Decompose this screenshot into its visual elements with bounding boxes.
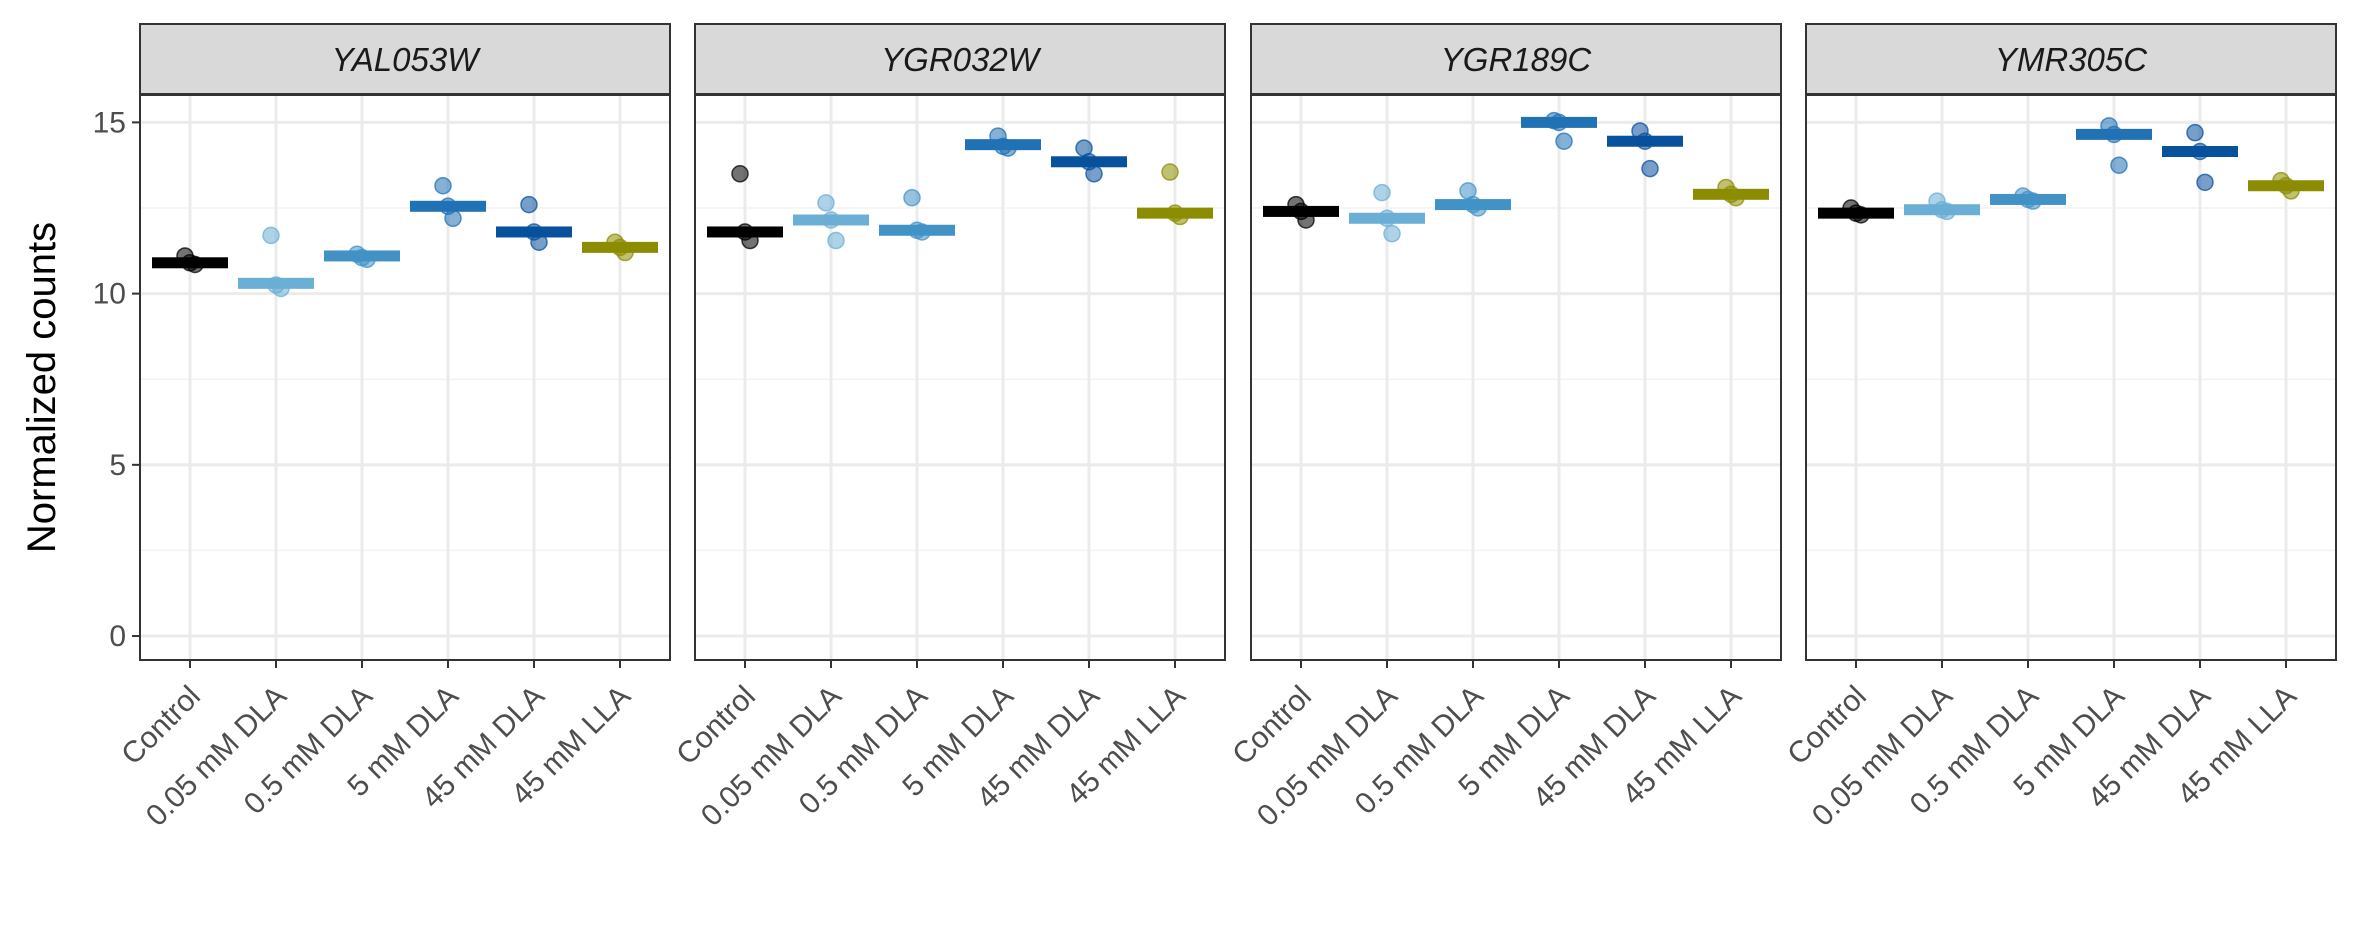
y-axis-label: Normalized counts (20, 222, 64, 553)
data-point (2024, 192, 2042, 210)
facet-title: YMR305C (1995, 41, 2148, 78)
data-point (2191, 142, 2209, 161)
data-point (913, 223, 931, 241)
facet-title: YGR032W (881, 41, 1042, 78)
data-point (1469, 199, 1487, 217)
data-point (1727, 188, 1745, 207)
data-point (1383, 224, 1401, 243)
data-point (1852, 206, 1870, 224)
data-point (1297, 211, 1315, 229)
data-point (530, 233, 548, 251)
plot-background (695, 95, 1225, 660)
data-point (1378, 209, 1396, 228)
data-point (358, 250, 376, 269)
facet-strip (694, 23, 1226, 95)
data-point (1161, 163, 1179, 181)
data-point (444, 209, 462, 228)
panel-border (1805, 94, 2337, 661)
data-point (741, 231, 759, 250)
data-point (2105, 125, 2123, 144)
data-point (999, 139, 1017, 157)
facet-strip (1250, 23, 1782, 95)
panel-border (139, 94, 671, 661)
data-point (827, 231, 845, 250)
data-point (2110, 156, 2128, 174)
facet-strip (1805, 23, 2337, 95)
data-point (1085, 165, 1103, 183)
data-point (822, 211, 840, 229)
data-point (2196, 173, 2214, 192)
data-point (2282, 182, 2300, 200)
data-point (1641, 159, 1659, 178)
data-point (1636, 132, 1654, 150)
data-point (1938, 202, 1956, 221)
facet-title: YGR189C (1441, 41, 1593, 78)
plot-background (140, 95, 670, 660)
data-point (817, 194, 835, 212)
facet-title: YAL053W (332, 41, 482, 78)
data-point (731, 165, 749, 183)
plot-background (1806, 95, 2336, 660)
data-point (186, 255, 204, 274)
data-point (616, 243, 634, 262)
plot-background (1251, 95, 1781, 660)
facet-strip (139, 23, 671, 95)
data-point (262, 226, 280, 245)
panel-border (694, 94, 1226, 661)
y-tick-label: 15 (93, 106, 126, 139)
data-point (1555, 132, 1573, 150)
data-point (1550, 113, 1568, 132)
data-point (1171, 207, 1189, 226)
panel-border (1250, 94, 1782, 661)
data-point (2186, 123, 2204, 142)
data-point (434, 176, 452, 195)
data-point (520, 195, 538, 214)
y-tick-label: 0 (109, 620, 126, 653)
data-point (1373, 183, 1391, 202)
data-point (272, 279, 290, 298)
y-tick-label: 10 (93, 278, 126, 311)
y-tick-label: 5 (109, 449, 126, 482)
data-point (903, 188, 921, 207)
